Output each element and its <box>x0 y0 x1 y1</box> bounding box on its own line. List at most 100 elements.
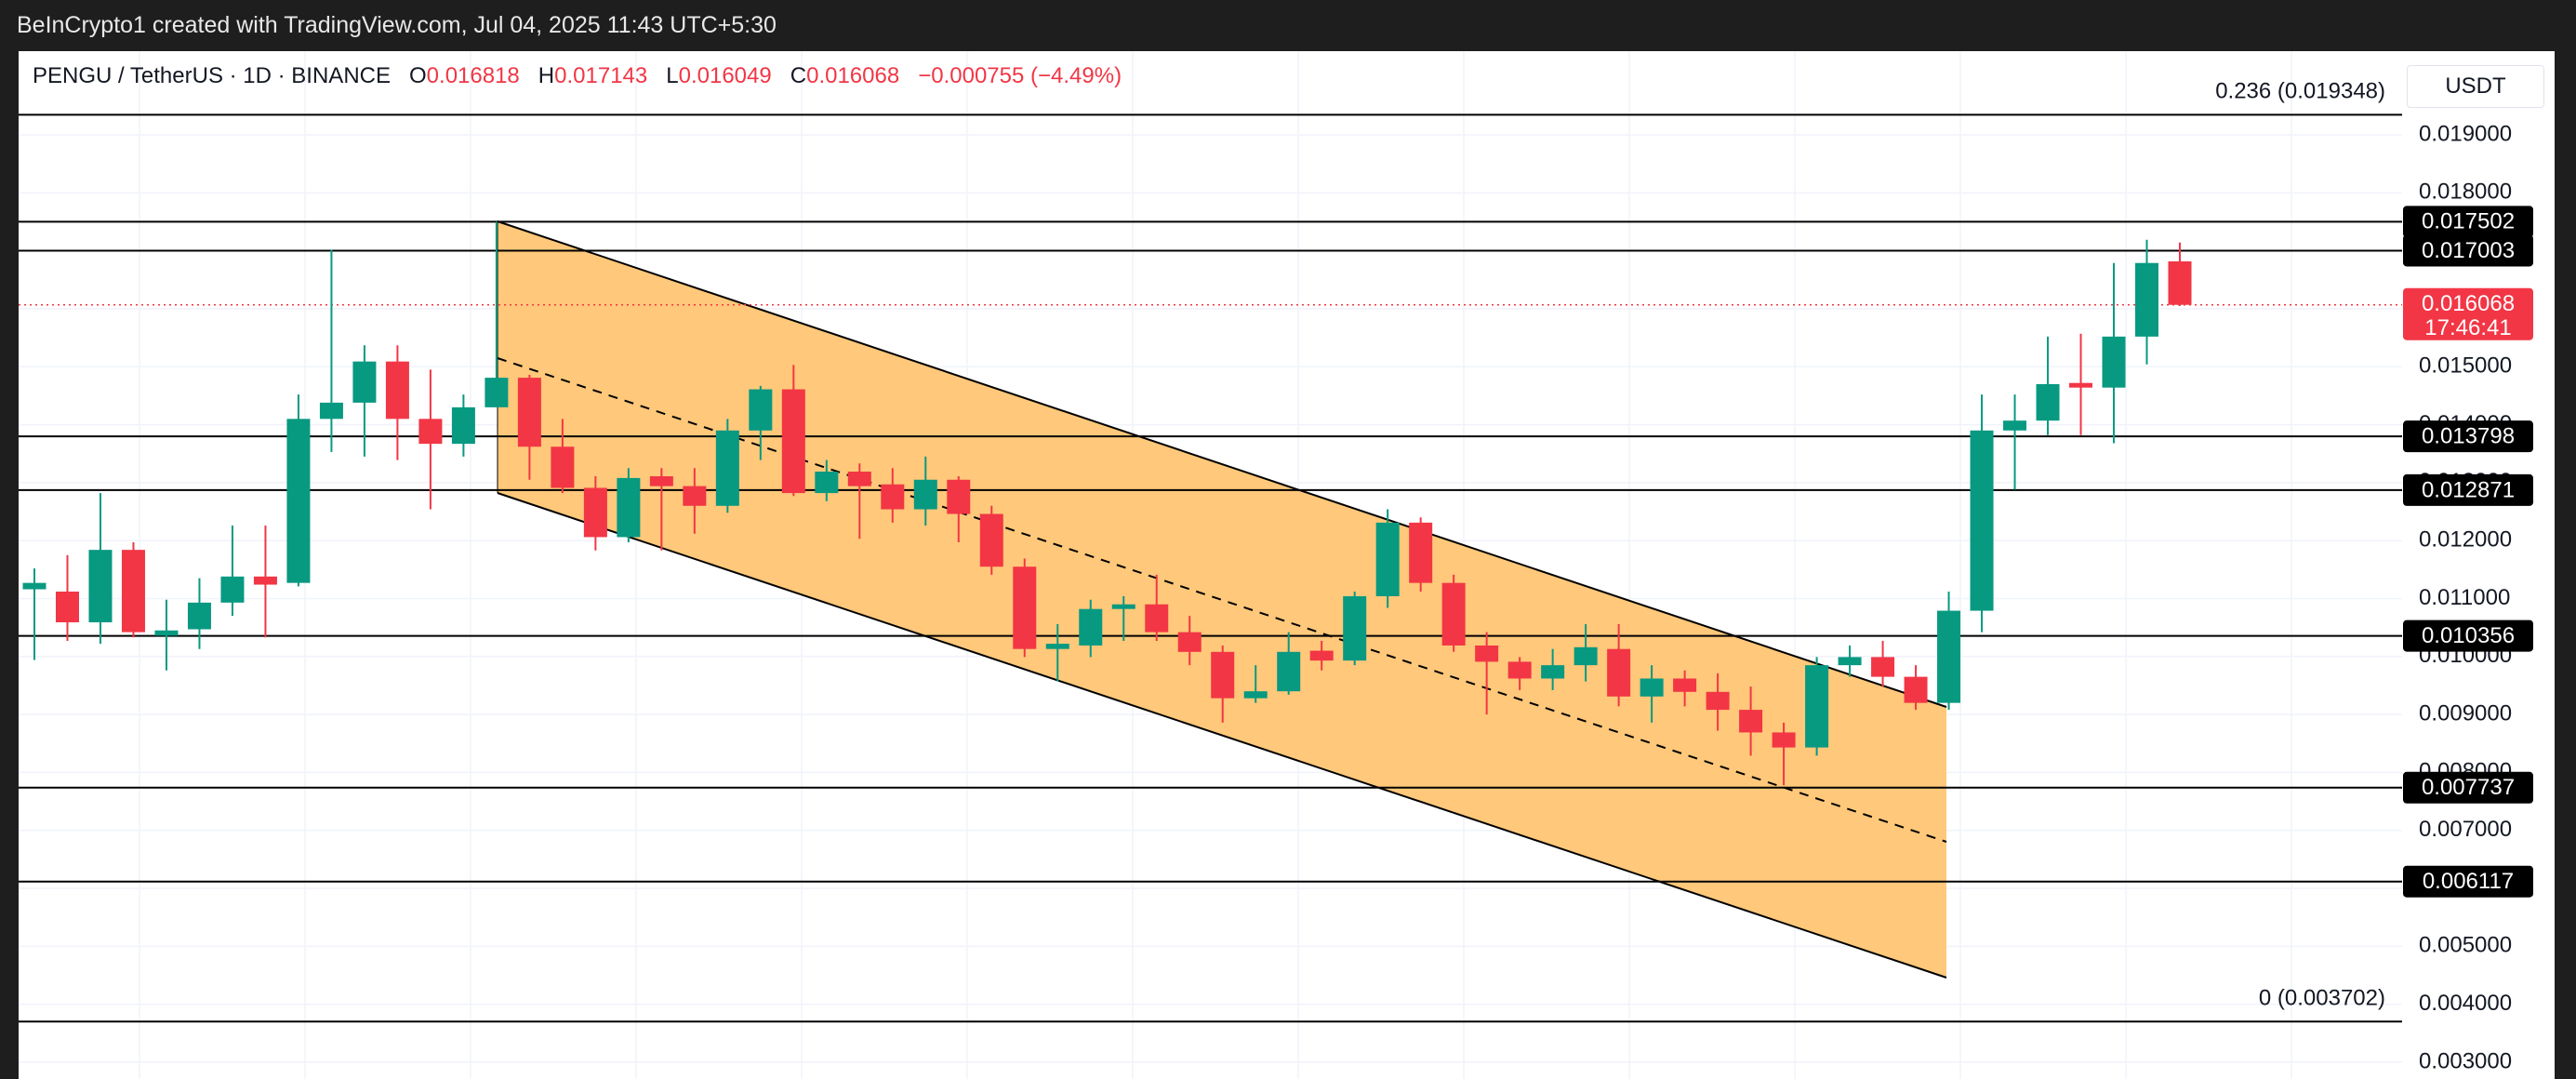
candle-body <box>1573 646 1598 666</box>
level-label: 0.017003 <box>2422 238 2515 263</box>
levels <box>19 113 2402 1023</box>
level-label: 0.007737 <box>2422 775 2515 800</box>
candle-body <box>1277 651 1301 692</box>
candle-body <box>2036 383 2060 421</box>
candle-body <box>749 389 773 431</box>
candle-body <box>847 472 871 486</box>
candle-body <box>1871 657 1895 677</box>
candle-body <box>1079 608 1103 646</box>
channel-lower <box>497 492 1947 979</box>
candle-body <box>1343 595 1367 661</box>
candles <box>22 221 2192 786</box>
y-tick-label: 0.009000 <box>2419 700 2512 726</box>
level-label: 0.012871 <box>2422 477 2515 502</box>
candle-body <box>1838 657 1862 666</box>
candle-body <box>1541 665 1565 679</box>
candle-body <box>385 361 409 420</box>
y-tick-label: 0.015000 <box>2419 353 2512 379</box>
y-tick-label: 0.018000 <box>2419 180 2512 205</box>
open-label: O <box>409 63 427 88</box>
level-label-box <box>2403 206 2533 238</box>
candle-body <box>1772 732 1796 748</box>
y-tick-label: 0.019000 <box>2419 121 2512 146</box>
candle-body <box>1739 710 1763 733</box>
candle-body <box>947 479 971 514</box>
candle-body <box>1045 644 1069 649</box>
channel-upper <box>497 220 1947 708</box>
y-tick-label: 0.011000 <box>2419 585 2510 610</box>
level-label: 0.010356 <box>2422 623 2515 648</box>
low-value: 0.016049 <box>678 63 772 88</box>
candle-body <box>617 477 641 538</box>
candle-body <box>1243 691 1268 699</box>
current-price-box <box>2403 287 2533 340</box>
candle-body <box>319 402 343 420</box>
candle-body <box>1441 582 1466 646</box>
candle-body <box>1507 661 1532 679</box>
countdown-label: 17:46:41 <box>2424 315 2511 340</box>
candle-body <box>1145 604 1169 633</box>
candle-body <box>2102 336 2126 388</box>
candle-body <box>815 472 839 494</box>
candle-body <box>1640 678 1664 697</box>
level-label: 0.006117 <box>2423 869 2514 894</box>
candle-body <box>2135 262 2159 337</box>
candle-body <box>517 378 541 447</box>
high-value: 0.017143 <box>554 63 648 88</box>
legend: PENGU / TetherUS · 1D · BINANCE O 0.01681… <box>33 63 1122 89</box>
candle-body <box>121 550 145 633</box>
candle-body <box>88 550 113 623</box>
candle-body <box>485 378 509 407</box>
candle-body <box>683 486 707 506</box>
level-labels: 0.017502 0.017003 0.013798 0.012871 0.010356… <box>2215 79 2533 1011</box>
fib-label: 0.236 (0.019348) <box>2215 79 2385 104</box>
candle-body <box>1013 566 1037 649</box>
candle-body <box>22 582 46 590</box>
candle-body <box>1375 522 1400 596</box>
close-label: C <box>790 63 807 88</box>
candle-body <box>1475 645 1499 662</box>
currency-button[interactable]: USDT <box>2407 65 2544 108</box>
candle-body <box>1177 632 1202 652</box>
candle-body <box>451 406 475 445</box>
candle-body <box>881 484 905 510</box>
level-label-box <box>2403 771 2533 804</box>
level-label: 0.017502 <box>2422 209 2515 234</box>
level-label: 0.013798 <box>2422 423 2515 448</box>
candle-body <box>154 630 179 636</box>
y-tick-label: 0.012000 <box>2419 527 2512 553</box>
level-label-box <box>2403 865 2533 898</box>
candle-body <box>1211 651 1235 699</box>
candle-body <box>1970 430 1994 611</box>
current-price-label: 0.016068 <box>2422 291 2515 316</box>
candle-body <box>2069 382 2093 388</box>
level-label-box <box>2403 619 2533 652</box>
candle-body <box>55 592 79 623</box>
candle-body <box>1706 691 1730 711</box>
y-tick-label: 0.007000 <box>2419 817 2512 842</box>
candle-body <box>781 389 805 494</box>
y-tick-label: 0.003000 <box>2419 1048 2512 1073</box>
attribution: BeInCrypto1 created with TradingView.com… <box>17 12 777 38</box>
change: −0.000755 (−4.49%) <box>918 63 1122 88</box>
candle-body <box>1607 648 1631 697</box>
candle-body <box>187 602 211 630</box>
candle-body <box>979 513 1003 567</box>
candle-body <box>715 430 739 506</box>
candle-body <box>2168 260 2192 305</box>
candle-body <box>1309 650 1334 661</box>
level-label-box <box>2403 420 2533 453</box>
symbol: PENGU / TetherUS · 1D · BINANCE <box>33 63 391 88</box>
low-label: L <box>666 63 679 88</box>
candle-body <box>913 479 937 510</box>
candle-body <box>2003 420 2027 431</box>
candle-body <box>649 476 673 486</box>
candle-body <box>352 361 377 403</box>
fib-label: 0 (0.003702) <box>2259 986 2385 1011</box>
candle-body <box>1805 665 1829 748</box>
high-label: H <box>538 63 555 88</box>
close-value: 0.016068 <box>806 63 900 88</box>
candle-body <box>583 487 607 538</box>
